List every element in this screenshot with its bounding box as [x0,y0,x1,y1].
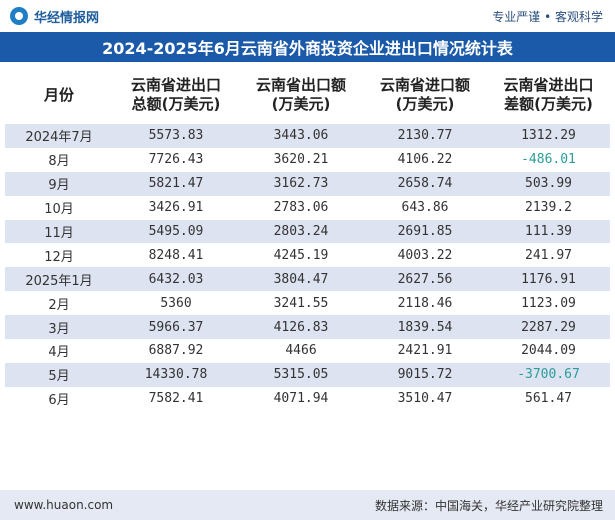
value-cell: 5360 [113,291,239,316]
table-row: 2024年7月 5573.83 3443.06 2130.77 1312.29 [5,124,610,148]
value-cell: 4003.22 [363,243,487,268]
month-cell: 2月 [5,291,113,316]
table-body: 2024年7月 5573.83 3443.06 2130.77 1312.29 8月 772… [5,124,610,411]
column-header: 云南省出口额 (万美元) [239,66,363,124]
value-cell: 1839.54 [363,315,487,340]
month-cell: 4月 [5,339,113,363]
value-cell: 5573.83 [113,124,239,148]
slogan: 专业严谨 • 客观科学 [492,9,603,24]
value-cell: 2691.85 [363,219,487,244]
value-cell: 6887.92 [113,339,239,363]
value-cell: 4466 [239,339,363,363]
value-cell: 2044.09 [487,339,610,363]
brand-name: 华经情报网 [34,10,100,26]
value-cell: 4071.94 [239,386,363,411]
month-cell: 6月 [5,386,113,411]
value-cell: 111.39 [487,219,610,244]
table-row: 11月 5495.09 2803.24 2691.85 111.39 [5,219,610,244]
value-cell: 2658.74 [363,171,487,196]
value-cell: 3804.47 [239,267,363,292]
value-cell: 7726.43 [113,147,239,172]
value-cell: 3620.21 [239,147,363,172]
month-cell: 2025年1月 [5,267,113,292]
value-cell: 1312.29 [487,124,610,148]
column-header: 月份 [5,66,113,124]
value-cell: 1123.09 [487,291,610,316]
value-cell: 2803.24 [239,219,363,244]
brand[interactable]: 华经情报网 [10,7,99,26]
value-cell: 2139.2 [487,195,610,220]
value-cell: -3700.67 [487,362,610,387]
website-link[interactable]: www.huaon.com [14,498,114,512]
column-header: 云南省进出口 差额(万美元) [487,66,610,124]
footer: www.huaon.com 数据来源：中国海关，华经产业研究院整理 [0,490,615,520]
top-bar: 华经情报网 专业严谨 • 客观科学 [0,0,615,32]
month-cell: 5月 [5,362,113,387]
month-cell: 11月 [5,219,113,244]
value-cell: 561.47 [487,386,610,411]
value-cell: 5966.37 [113,315,239,340]
value-cell: 2130.77 [363,124,487,148]
value-cell: 3426.91 [113,195,239,220]
value-cell: 643.86 [363,195,487,220]
value-cell: 4126.83 [239,315,363,340]
table-row: 2025年1月 6432.03 3804.47 2627.56 1176.91 [5,267,610,292]
data-table: 月份 云南省进出口 总额(万美元) 云南省出口额 (万美元) 云南省进口额 (万美元) 云南省… [5,66,610,411]
value-cell: 4245.19 [239,243,363,268]
table-row: 6月 7582.41 4071.94 3510.47 561.47 [5,386,610,411]
page-title: 2024-2025年6月云南省外商投资企业进出口情况统计表 [0,32,615,62]
table-row: 12月 8248.41 4245.19 4003.22 241.97 [5,243,610,268]
value-cell: 2627.56 [363,267,487,292]
table-row: 2月 5360 3241.55 2118.46 1123.09 [5,291,610,316]
month-cell: 8月 [5,147,113,172]
table-row: 5月 14330.78 5315.05 9015.72 -3700.67 [5,362,610,387]
month-cell: 3月 [5,315,113,340]
value-cell: 5495.09 [113,219,239,244]
value-cell: 2421.91 [363,339,487,363]
table-row: 10月 3426.91 2783.06 643.86 2139.2 [5,195,610,220]
table-header-row: 月份 云南省进出口 总额(万美元) 云南省出口额 (万美元) 云南省进口额 (万美元) 云南省… [5,66,610,124]
value-cell: 5821.47 [113,171,239,196]
table-row: 3月 5966.37 4126.83 1839.54 2287.29 [5,315,610,340]
month-cell: 2024年7月 [5,124,113,148]
value-cell: 5315.05 [239,362,363,387]
value-cell: 4106.22 [363,147,487,172]
brand-logo-icon [10,7,28,25]
month-cell: 10月 [5,195,113,220]
data-source: 数据来源：中国海关，华经产业研究院整理 [374,498,603,513]
month-cell: 12月 [5,243,113,268]
value-cell: -486.01 [487,147,610,172]
value-cell: 503.99 [487,171,610,196]
month-cell: 9月 [5,171,113,196]
table-row: 8月 7726.43 3620.21 4106.22 -486.01 [5,147,610,172]
value-cell: 2783.06 [239,195,363,220]
value-cell: 8248.41 [113,243,239,268]
value-cell: 3241.55 [239,291,363,316]
column-header: 云南省进出口 总额(万美元) [113,66,239,124]
table-row: 9月 5821.47 3162.73 2658.74 503.99 [5,171,610,196]
value-cell: 3443.06 [239,124,363,148]
value-cell: 2287.29 [487,315,610,340]
value-cell: 2118.46 [363,291,487,316]
value-cell: 3162.73 [239,171,363,196]
table-row: 4月 6887.92 4466 2421.91 2044.09 [5,339,610,363]
value-cell: 1176.91 [487,267,610,292]
column-header: 云南省进口额 (万美元) [363,66,487,124]
value-cell: 241.97 [487,243,610,268]
value-cell: 9015.72 [363,362,487,387]
value-cell: 6432.03 [113,267,239,292]
value-cell: 7582.41 [113,386,239,411]
value-cell: 14330.78 [113,362,239,387]
value-cell: 3510.47 [363,386,487,411]
